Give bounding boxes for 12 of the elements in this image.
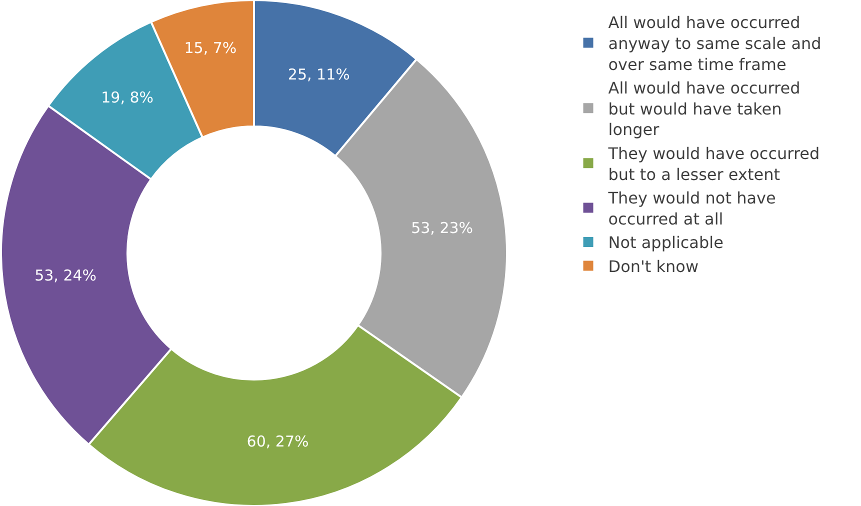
legend-label: They would have occurred but to a lesser extent (607, 144, 820, 184)
legend-label: Don't know (608, 257, 699, 276)
data-label: 60, 27% (246, 432, 309, 450)
data-label: 19, 8% (101, 88, 154, 107)
data-label: 25, 11% (288, 66, 350, 84)
legend-label: All would have occurred anyway to same scale and over same time frame (608, 13, 822, 74)
data-label: 53, 24% (34, 266, 97, 284)
data-label: 53, 23% (411, 218, 474, 237)
legend-label: All would have occurred but would have taken longer (608, 78, 800, 140)
legend-label: Not applicable (608, 233, 724, 252)
legend-label: They would not have occurred at all (607, 188, 776, 228)
data-label: 15, 7% (184, 39, 237, 58)
